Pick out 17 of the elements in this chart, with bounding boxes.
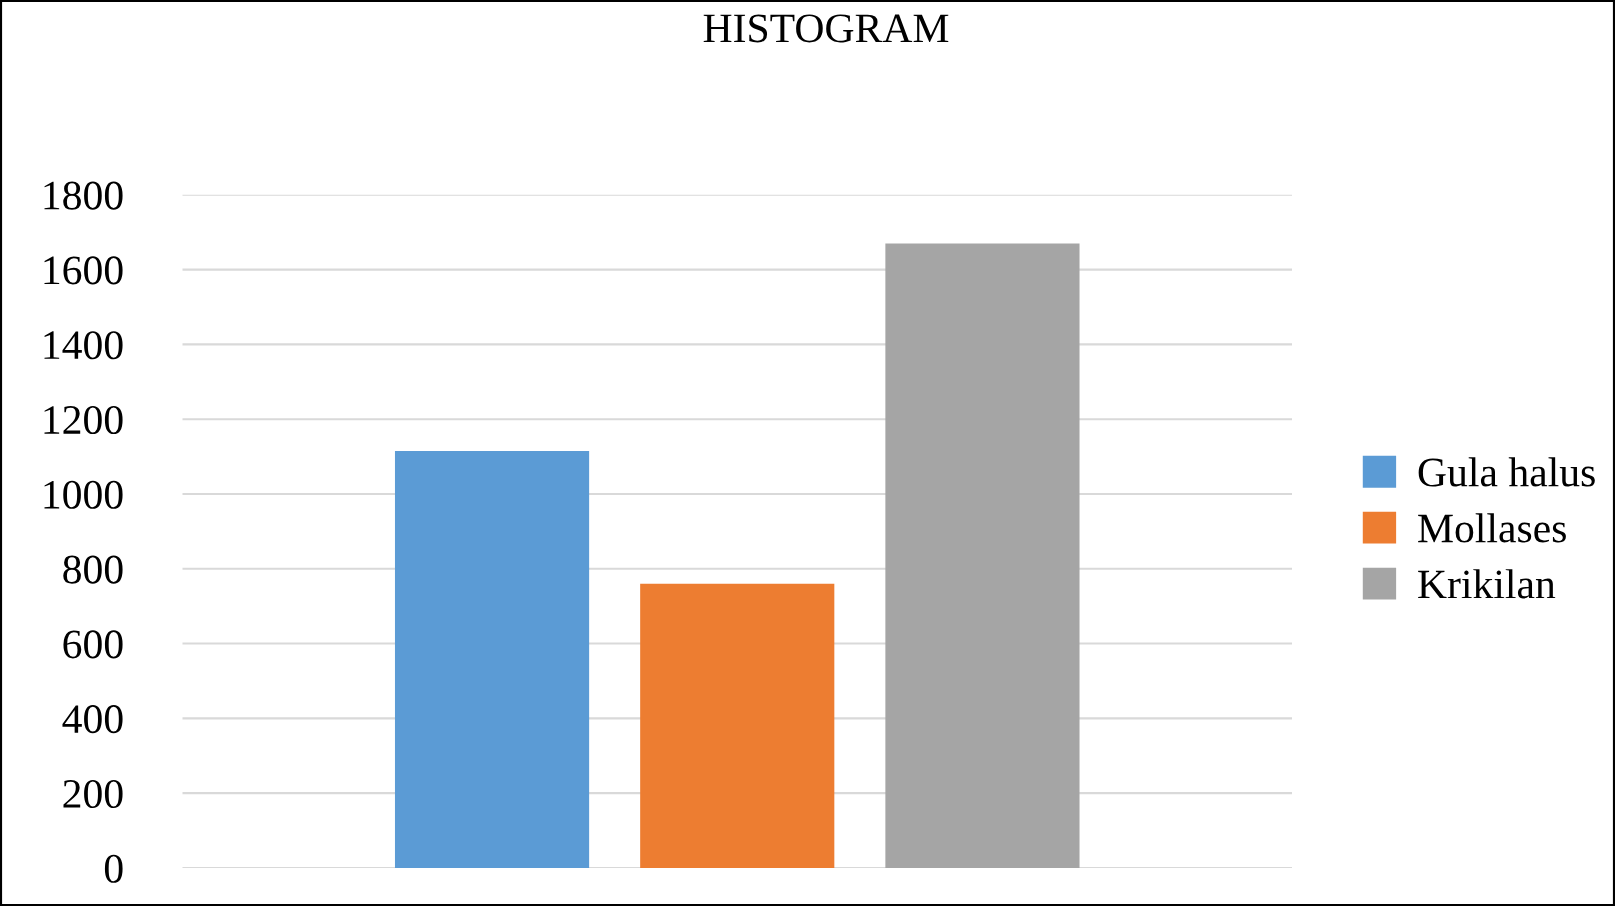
y-tick-label: 0 [104, 854, 123, 883]
y-tick-label: 1600 [44, 256, 123, 285]
y-tick-label: 800 [63, 555, 123, 584]
chart-title: HISTOGRAM [703, 14, 949, 43]
y-tick-label: 600 [63, 630, 123, 659]
y-tick-label: 1800 [44, 181, 123, 210]
y-tick-label: 1200 [44, 405, 123, 435]
legend-label: Mollases [1418, 513, 1566, 543]
bar [394, 450, 590, 868]
y-tick-label: 200 [63, 779, 123, 809]
bar [885, 243, 1080, 868]
y-tick-label: 1400 [44, 331, 123, 360]
y-tick-label: 1000 [44, 480, 123, 509]
legend-label: Gula halus [1418, 457, 1595, 487]
bar [640, 583, 835, 868]
legend-label: Krikilan [1418, 569, 1556, 599]
y-tick-label: 400 [62, 705, 123, 734]
